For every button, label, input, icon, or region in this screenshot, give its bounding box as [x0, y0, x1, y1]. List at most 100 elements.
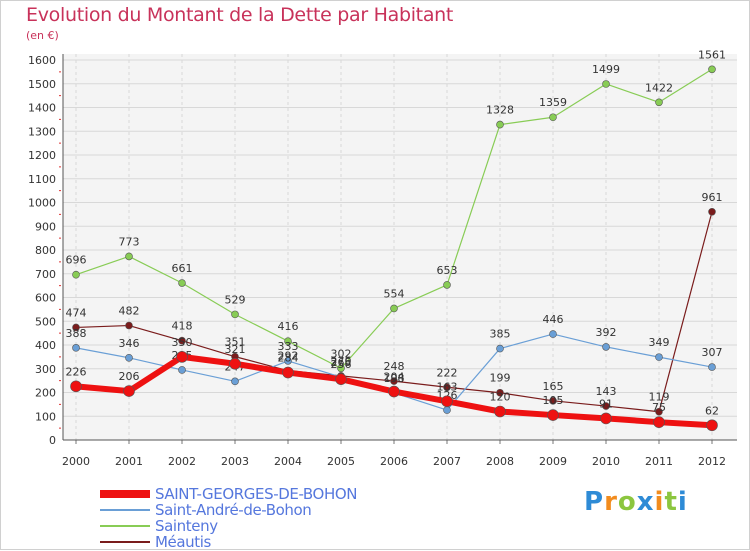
data-point	[443, 383, 451, 392]
data-point	[178, 336, 186, 345]
x-tick-label: 2000	[62, 455, 90, 468]
logo-letter: x	[636, 487, 655, 517]
data-label: 163	[437, 380, 458, 393]
data-label: 1359	[539, 96, 567, 109]
legend-item: Méautis	[100, 533, 400, 551]
proxiti-logo: Proxiti	[584, 487, 688, 517]
data-point	[600, 412, 612, 425]
legend-swatch	[100, 490, 150, 498]
data-point	[72, 344, 80, 352]
data-label: 91	[599, 397, 613, 410]
data-point	[231, 310, 239, 319]
y-tick-label: 1100	[28, 173, 56, 186]
data-point	[655, 98, 663, 107]
data-label: 1422	[645, 81, 673, 94]
y-tick-label: 600	[35, 292, 56, 305]
data-label: 418	[172, 320, 193, 333]
legend-label: Méautis	[155, 533, 211, 551]
data-point	[602, 343, 610, 351]
x-tick-label: 2009	[539, 455, 567, 468]
data-label: 307	[702, 346, 723, 359]
data-point	[653, 416, 665, 428]
y-tick-label: 1600	[28, 54, 56, 67]
data-point	[231, 377, 239, 386]
data-point	[549, 113, 557, 122]
data-point	[602, 80, 610, 88]
data-label: 773	[119, 235, 140, 248]
y-tick-label: 200	[35, 387, 56, 400]
chart-subtitle: (en €)	[26, 29, 59, 42]
chart-title: Evolution du Montant de la Dette par Hab…	[26, 4, 454, 26]
data-point	[72, 323, 80, 332]
data-point	[547, 409, 559, 421]
logo-letter: i	[654, 487, 665, 517]
data-point	[708, 65, 716, 74]
x-tick-label: 2002	[168, 455, 196, 468]
data-point	[178, 279, 186, 287]
data-label: 199	[490, 372, 511, 385]
x-tick-label: 2011	[645, 455, 673, 468]
data-label: 446	[543, 313, 564, 326]
data-point	[70, 380, 82, 393]
y-tick-label: 900	[35, 220, 56, 233]
data-point	[229, 357, 241, 370]
data-point	[494, 405, 506, 418]
y-tick-label: 1200	[28, 149, 56, 162]
data-label: 270	[331, 355, 352, 368]
data-label: 482	[119, 305, 140, 318]
y-tick-label: 0	[49, 434, 56, 447]
legend-label: SAINT-GEORGES-DE-BOHON	[155, 485, 358, 503]
data-label: 1499	[592, 63, 620, 76]
y-tick-label: 100	[35, 410, 56, 423]
data-label: 333	[278, 340, 299, 353]
data-point	[72, 270, 80, 279]
data-label: 226	[66, 365, 87, 378]
data-label: 529	[225, 293, 246, 306]
data-label: 302	[331, 347, 352, 360]
y-tick-label: 1400	[28, 102, 56, 115]
data-label: 474	[66, 306, 87, 319]
data-label: 75	[652, 401, 666, 414]
data-point	[549, 397, 557, 405]
data-label: 105	[543, 394, 564, 407]
data-label: 120	[490, 391, 511, 404]
legend-label: Saint-André-de-Bohon	[155, 501, 312, 519]
data-label: 696	[66, 254, 87, 267]
data-label: 206	[119, 370, 140, 383]
logo-letter: i	[677, 487, 688, 517]
data-point	[125, 354, 133, 362]
data-point	[284, 337, 292, 346]
data-point	[602, 402, 610, 410]
logo-letter: P	[584, 487, 605, 517]
data-point	[655, 353, 663, 361]
x-tick-label: 2010	[592, 455, 620, 468]
logo-letter: r	[604, 487, 618, 517]
data-label: 346	[119, 337, 140, 350]
data-label: 661	[172, 262, 193, 275]
y-tick-label: 1300	[28, 125, 56, 138]
data-label: 388	[66, 327, 87, 340]
data-label: 248	[384, 360, 405, 373]
y-tick-label: 800	[35, 244, 56, 257]
data-label: 256	[331, 358, 352, 371]
y-tick-label: 1500	[28, 78, 56, 91]
data-label: 198	[384, 372, 405, 385]
data-point	[655, 407, 663, 416]
x-tick-label: 2003	[221, 455, 249, 468]
legend-swatch	[100, 541, 150, 543]
data-point	[708, 363, 716, 371]
data-label: 961	[702, 191, 723, 204]
data-point	[123, 385, 135, 397]
data-point	[443, 406, 451, 414]
data-label: 265	[331, 356, 352, 369]
data-label: 222	[437, 366, 458, 379]
data-point	[388, 385, 400, 398]
y-tick-label: 500	[35, 315, 56, 328]
x-tick-label: 2006	[380, 455, 408, 468]
data-point	[337, 364, 345, 373]
data-point	[496, 344, 504, 353]
data-label: 349	[649, 336, 670, 349]
data-label: 653	[437, 264, 458, 277]
plot-area	[63, 54, 737, 440]
